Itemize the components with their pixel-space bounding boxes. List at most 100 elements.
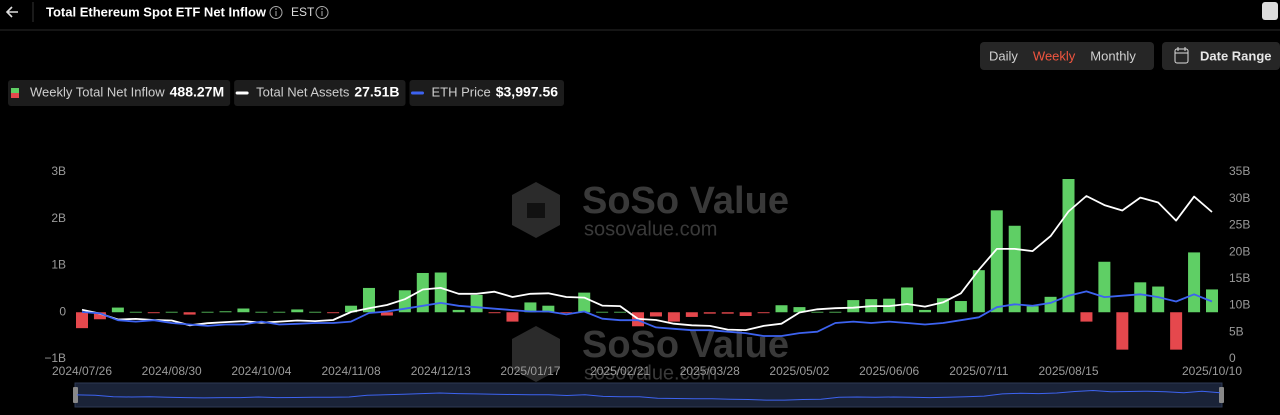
- bar: [685, 312, 698, 317]
- legend: Weekly Total Net Inflow 488.27M Total Net …: [8, 80, 565, 106]
- bar: [954, 301, 967, 313]
- line: [81, 290, 1213, 337]
- bar: [362, 287, 375, 313]
- back-button[interactable]: [5, 6, 18, 18]
- corner-button[interactable]: [1262, 2, 1278, 20]
- watermark-url: sosovalue.com: [584, 362, 717, 384]
- period-option[interactable]: Daily: [989, 48, 1018, 63]
- legend-item[interactable]: [8, 80, 231, 106]
- y-tick-label: 3B: [51, 164, 66, 178]
- calendar-icon: [1174, 47, 1189, 64]
- bar: [614, 311, 627, 313]
- watermark-logo-mark: [527, 203, 545, 218]
- legend-value: 488.27M: [170, 84, 224, 100]
- bar: [470, 294, 483, 313]
- bar: [129, 311, 142, 313]
- period-group: Daily Weekly Monthly: [989, 48, 1136, 63]
- x-tick-label: 2025/07/11: [949, 364, 1008, 378]
- watermark: SoSo Value sosovalue.com SoSo Value soso…: [512, 180, 789, 384]
- x-tick-label: 2025/06/06: [859, 364, 919, 378]
- bar: [147, 312, 160, 314]
- bar: [219, 311, 232, 313]
- navigator-handle[interactable]: [73, 387, 78, 403]
- period-switch: [980, 42, 1154, 70]
- bar: [183, 312, 196, 315]
- navigator[interactable]: [74, 382, 1223, 408]
- navigator-line: [76, 390, 1221, 401]
- bar: [327, 312, 340, 314]
- x-tick-label: 2024/12/13: [411, 364, 471, 378]
- period-option[interactable]: Monthly: [1090, 48, 1136, 63]
- watermark-brand: SoSo Value: [582, 180, 789, 222]
- y-tick-label: 0: [59, 304, 66, 318]
- bar: [1170, 312, 1183, 350]
- x-tick-label: 2025/02/21: [590, 364, 650, 378]
- legend-item[interactable]: [234, 80, 406, 106]
- bar: [919, 309, 932, 313]
- y-tick-label: −1B: [44, 351, 66, 365]
- bar: [1026, 306, 1039, 313]
- bar: [201, 311, 214, 313]
- x-tick-label: 2024/07/26: [52, 364, 112, 378]
- y-tick-label: 1B: [51, 258, 66, 272]
- bar: [793, 307, 806, 313]
- bar: [309, 311, 322, 313]
- bar: [111, 307, 124, 313]
- bar: [1098, 261, 1111, 313]
- x-tick-label: 2025/01/17: [500, 364, 560, 378]
- bar: [901, 287, 914, 313]
- y2-tick-label: 10B: [1229, 298, 1250, 312]
- legend-label: Weekly Total Net Inflow: [30, 84, 165, 99]
- bar: [93, 312, 106, 320]
- bar: [291, 309, 304, 313]
- legend-item[interactable]: [409, 80, 565, 106]
- bar: [488, 312, 501, 314]
- bar: [757, 312, 770, 314]
- y-tick-label: 2B: [51, 211, 66, 225]
- period-option[interactable]: Weekly: [1033, 48, 1076, 63]
- navigator-handle[interactable]: [1219, 387, 1224, 403]
- x-tick-label: 2024/10/04: [231, 364, 291, 378]
- y2-tick-label: 5B: [1229, 324, 1244, 338]
- bar: [1134, 282, 1147, 313]
- info-icon[interactable]: [315, 6, 329, 19]
- plot: −1B 0 1B 2B 3B 0 5B 10B 15B 20B 25B 30B 35B 2024/07/2…: [44, 164, 1250, 378]
- x-tick-label: 2024/08/30: [142, 364, 202, 378]
- bar: [398, 290, 411, 313]
- x-tick-label: 2024/11/08: [321, 364, 380, 378]
- y2-tick-label: 0: [1229, 351, 1236, 365]
- watermark-logo: [512, 326, 560, 382]
- y2-tick-label: 25B: [1229, 218, 1250, 232]
- bar: [1116, 312, 1129, 350]
- info-icon[interactable]: [269, 6, 283, 19]
- watermark-logo: [512, 182, 560, 238]
- bar: [775, 305, 788, 313]
- bar: [524, 302, 537, 313]
- date-range-button[interactable]: [1162, 42, 1280, 70]
- y2-tick-label: 35B: [1229, 164, 1250, 178]
- bar: [237, 308, 250, 313]
- legend-label: ETH Price: [432, 84, 491, 99]
- watermark-url: sosovalue.com: [584, 218, 717, 240]
- x-tick-label: 2025/05/02: [769, 364, 829, 378]
- y2-tick-label: 30B: [1229, 191, 1250, 205]
- bar: [596, 311, 609, 313]
- bar: [1062, 179, 1075, 313]
- bar: [165, 311, 178, 313]
- bar: [972, 270, 985, 313]
- bar: [273, 311, 286, 313]
- legend-value: 27.51B: [354, 84, 399, 100]
- navigator-content: [76, 390, 1221, 401]
- legend-value: $3,997.56: [496, 84, 558, 100]
- bar: [578, 292, 591, 313]
- bar: [542, 305, 555, 313]
- bar: [1008, 225, 1021, 313]
- bar: [721, 312, 734, 314]
- bar: [506, 312, 519, 322]
- date-range-label[interactable]: Date Range: [1200, 48, 1272, 63]
- bar: [434, 272, 447, 313]
- legend-swatch: [11, 88, 19, 93]
- bar: [1152, 286, 1165, 313]
